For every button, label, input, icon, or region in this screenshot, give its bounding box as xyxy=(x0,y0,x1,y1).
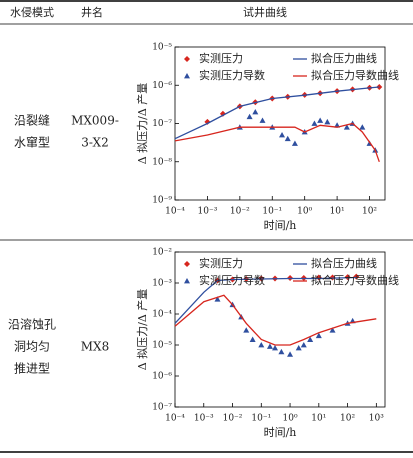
triangle-marker xyxy=(278,348,285,355)
triangle-marker xyxy=(324,118,331,125)
y-tick-label: 10⁻⁶ xyxy=(152,81,172,91)
fit-line xyxy=(174,86,380,140)
mode-cell: 沿溶蚀孔 xyxy=(8,317,56,332)
y-tick-label: 10⁻⁵ xyxy=(152,43,172,53)
y-tick-label: 10⁻² xyxy=(152,248,172,258)
x-tick-label: 10³ xyxy=(369,414,384,424)
x-tick-label: 10⁻⁴ xyxy=(165,207,185,217)
header-cell: 井名 xyxy=(81,5,103,19)
well-cell: MX8 xyxy=(81,340,109,354)
triangle-marker xyxy=(287,351,294,357)
y-tick-label: 10⁻⁷ xyxy=(152,119,172,129)
mode-cell: 洞均匀 xyxy=(14,340,50,354)
y-tick-label: 10⁻⁷ xyxy=(152,403,172,413)
triangle-marker xyxy=(252,108,259,115)
triangle-marker xyxy=(249,336,256,342)
triangle-marker xyxy=(184,73,190,79)
triangle-marker xyxy=(214,296,221,302)
triangle-marker xyxy=(300,342,307,348)
plot-frame xyxy=(174,251,386,408)
header-cell: 试井曲线 xyxy=(243,5,287,19)
fit-line xyxy=(174,122,380,163)
x-tick-label: 10⁻⁴ xyxy=(165,414,185,424)
triangle-marker xyxy=(307,336,314,342)
legend-label: 拟合压力导数曲线 xyxy=(311,273,399,287)
legend-label: 实测压力 xyxy=(199,256,243,270)
triangle-marker xyxy=(266,343,273,349)
y-tick-label: 10⁻⁶ xyxy=(152,372,172,382)
triangle-marker xyxy=(295,345,302,351)
triangle-marker xyxy=(315,332,322,339)
y-tick-label: 10⁻⁵ xyxy=(152,341,172,351)
triangle-marker xyxy=(291,140,298,146)
legend-label: 拟合压力曲线 xyxy=(311,256,377,270)
y-axis-label: Δ 拟压力/Δ 产量 xyxy=(135,83,149,165)
triangle-marker xyxy=(279,132,286,138)
x-tick-label: 10⁻¹ xyxy=(262,207,282,217)
well-cell: MX009- xyxy=(71,114,119,128)
diamond-marker xyxy=(184,261,190,267)
header-cell: 水侵模式 xyxy=(10,6,54,19)
x-tick-label: 10⁻² xyxy=(230,207,250,217)
x-tick-label: 10¹ xyxy=(311,414,326,424)
triangle-marker xyxy=(317,117,324,123)
x-axis-label: 时间/h xyxy=(264,426,297,439)
x-tick-label: 10² xyxy=(362,207,377,217)
triangle-marker xyxy=(311,120,318,126)
y-tick-label: 10⁻³ xyxy=(152,279,172,289)
mode-cell: 沿裂缝 xyxy=(14,113,50,128)
mode-cell: 水窜型 xyxy=(14,135,50,150)
triangle-marker xyxy=(359,124,366,130)
well-cell: 3-X2 xyxy=(81,136,108,150)
triangle-marker xyxy=(272,345,279,351)
triangle-marker xyxy=(246,113,253,120)
x-tick-label: 10⁻² xyxy=(223,414,243,424)
x-tick-label: 10² xyxy=(340,414,355,424)
triangle-marker xyxy=(343,124,350,130)
triangle-marker xyxy=(243,327,250,333)
triangle-marker xyxy=(259,117,266,123)
x-tick-label: 10¹ xyxy=(330,207,345,217)
legend-label: 实测压力导数 xyxy=(199,273,265,287)
triangle-marker xyxy=(329,327,336,333)
x-tick-label: 10⁻³ xyxy=(194,414,214,424)
y-axis-label: Δ 拟压力/Δ 产量 xyxy=(135,289,149,371)
x-tick-label: 10⁻¹ xyxy=(251,414,271,424)
x-tick-label: 10⁰ xyxy=(297,207,312,217)
x-tick-label: 10⁻³ xyxy=(198,207,218,217)
triangle-marker xyxy=(184,278,190,284)
fit-line xyxy=(174,276,357,324)
y-tick-label: 10⁻⁸ xyxy=(152,157,172,167)
mode-cell: 推进型 xyxy=(14,362,50,376)
y-tick-label: 10⁻⁴ xyxy=(152,310,172,320)
x-tick-label: 10⁰ xyxy=(283,414,298,424)
y-tick-label: 10⁻⁹ xyxy=(152,196,172,206)
legend-label: 实测压力 xyxy=(199,51,243,65)
diamond-marker xyxy=(184,56,190,62)
legend-label: 拟合压力曲线 xyxy=(311,51,377,65)
triangle-marker xyxy=(284,135,291,142)
legend-label: 拟合压力导数曲线 xyxy=(311,68,399,82)
fit-line xyxy=(174,294,377,346)
triangle-marker xyxy=(258,342,265,348)
x-axis-label: 时间/h xyxy=(264,219,297,232)
legend-label: 实测压力导数 xyxy=(199,68,265,82)
